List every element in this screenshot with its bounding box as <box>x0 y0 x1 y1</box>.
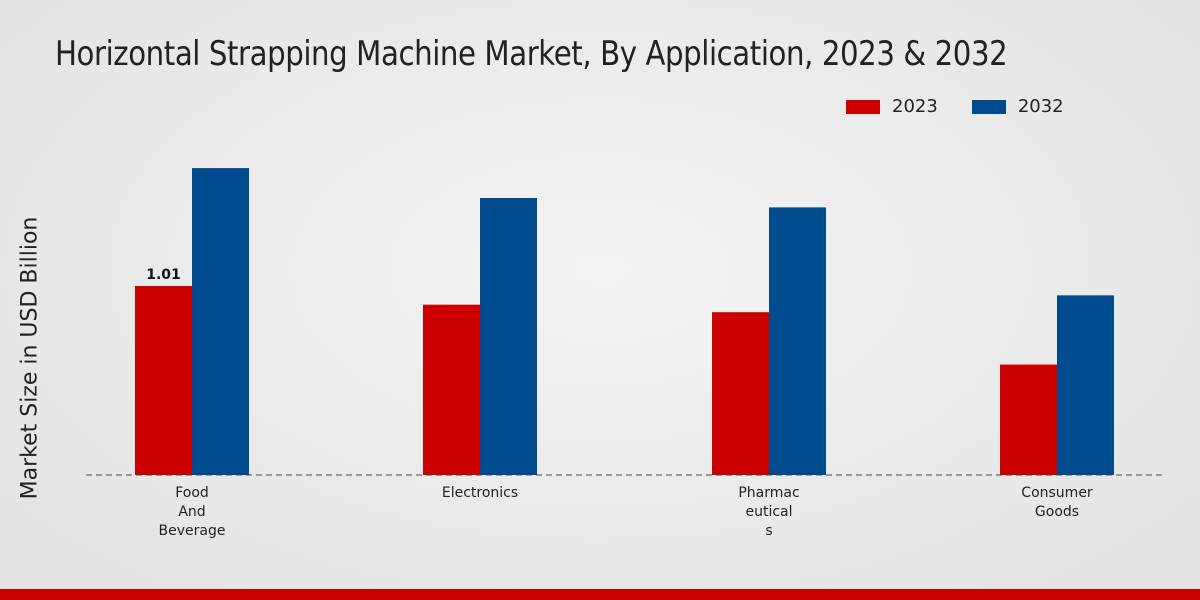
x-tick-label-1-0: Electronics <box>442 485 518 501</box>
legend-item-2023: 2023 <box>846 96 938 117</box>
x-tick-label-2-0: Pharmac <box>738 485 799 501</box>
x-tick-label-0-2: Beverage <box>159 523 226 539</box>
x-tick-label-3-1: Goods <box>1035 504 1079 520</box>
legend-item-2032: 2032 <box>971 96 1064 117</box>
legend-swatch-2023 <box>846 99 880 114</box>
x-tick-label-2-2: s <box>765 523 772 539</box>
x-tick-label-2-1: eutical <box>745 504 792 520</box>
legend-label-2032: 2032 <box>1017 96 1064 117</box>
bar-2032-2 <box>769 207 826 476</box>
bar-2023-3 <box>1000 364 1057 475</box>
x-tick-label-0-0: Food <box>175 485 209 501</box>
bar-2032-1 <box>480 198 537 475</box>
legend-label-2023: 2023 <box>892 96 938 117</box>
bar-2023-1 <box>423 304 480 475</box>
bar-2032-0 <box>192 168 249 475</box>
chart-title: Horizontal Strapping Machine Market, By … <box>55 34 1008 74</box>
bar-2023-2 <box>712 312 769 475</box>
footer-bar <box>0 589 1200 600</box>
legend-swatch-2032 <box>971 99 1006 114</box>
bar-2023-0 <box>135 285 192 475</box>
x-tick-label-0-1: And <box>178 504 205 520</box>
bar-2032-3 <box>1057 295 1114 475</box>
data-label-0: 1.01 <box>146 267 181 283</box>
x-tick-label-3-0: Consumer <box>1021 485 1093 501</box>
legend: 2023 2032 <box>846 96 1098 117</box>
